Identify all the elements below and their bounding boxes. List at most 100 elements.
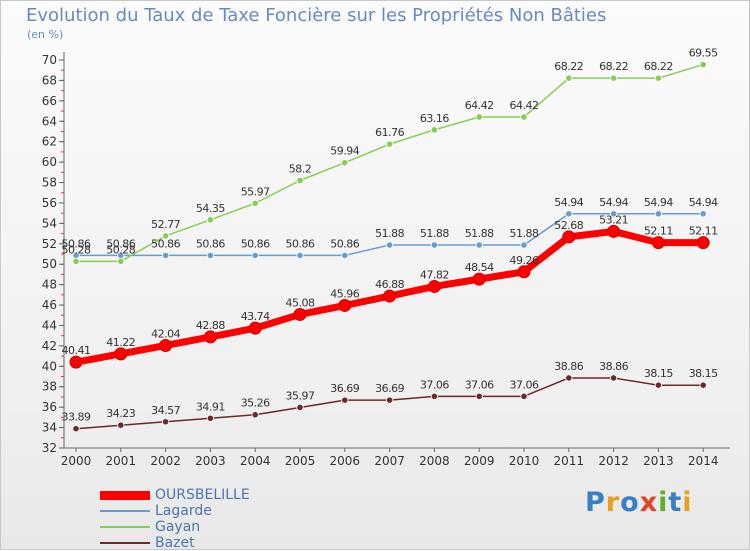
legend-label-gayan: Gayan (155, 519, 201, 535)
data-point-bazet (385, 396, 394, 404)
data-point-oursbelille (69, 355, 83, 369)
y-tick-label: 38 (42, 380, 57, 394)
data-label-oursbelille: 45.96 (330, 287, 359, 300)
proxiti-logo: Proxiti (585, 487, 693, 518)
data-point-bazet (430, 392, 438, 400)
x-tick-label: 2011 (554, 454, 585, 468)
data-point-lagarde (699, 210, 707, 218)
data-label-gayan: 59.94 (330, 145, 359, 158)
data-point-gayan (699, 60, 707, 69)
data-point-oursbelille (517, 265, 531, 279)
data-label-bazet: 33.89 (62, 411, 91, 424)
logo-letter: i (682, 487, 693, 518)
data-point-oursbelille (338, 298, 352, 312)
data-point-gayan (341, 159, 349, 167)
y-tick-label: 52 (42, 237, 57, 251)
data-label-lagarde: 50.86 (241, 237, 270, 250)
data-point-gayan (72, 257, 80, 265)
x-tick-label: 2006 (330, 454, 361, 468)
x-tick-label: 2014 (688, 454, 719, 468)
legend-label-lagarde: Lagarde (155, 503, 212, 519)
data-point-gayan (430, 126, 438, 134)
data-label-gayan: 58.2 (289, 162, 312, 175)
data-point-bazet (565, 374, 573, 382)
data-point-lagarde (341, 251, 349, 260)
legend-item-gayan: Gayan (100, 519, 250, 535)
legend-label-oursbelille: OURSBELILLE (155, 487, 250, 503)
data-point-bazet (520, 392, 528, 400)
data-label-oursbelille: 42.88 (196, 319, 225, 332)
data-point-oursbelille (203, 330, 217, 344)
data-point-bazet (251, 411, 259, 419)
data-point-gayan (609, 74, 618, 82)
data-point-gayan (206, 216, 214, 224)
data-point-gayan (251, 199, 259, 207)
y-tick-label: 58 (42, 176, 57, 190)
data-point-bazet (206, 414, 214, 422)
data-point-bazet (296, 403, 304, 412)
data-label-bazet: 36.69 (375, 382, 404, 395)
data-label-bazet: 35.97 (286, 389, 315, 402)
data-point-oursbelille (159, 338, 173, 352)
data-label-bazet: 37.06 (465, 378, 494, 391)
data-point-lagarde (565, 210, 573, 218)
y-tick-label: 70 (42, 53, 57, 67)
data-point-gayan (654, 74, 663, 82)
data-label-oursbelille: 40.41 (62, 344, 91, 357)
data-label-oursbelille: 46.88 (375, 278, 404, 291)
data-point-gayan (162, 232, 170, 240)
data-point-oursbelille (562, 230, 576, 244)
y-tick-label: 44 (42, 318, 57, 332)
chart-title: Evolution du Taux de Taxe Foncière sur l… (26, 5, 607, 26)
legend: OURSBELILLE Lagarde Gayan Bazet (100, 487, 250, 551)
x-tick-label: 2009 (464, 454, 495, 468)
data-point-bazet (654, 381, 663, 389)
legend-item-oursbelille: OURSBELILLE (100, 487, 250, 503)
data-point-lagarde (162, 251, 170, 260)
data-label-bazet: 38.15 (689, 367, 718, 380)
data-point-bazet (117, 421, 125, 429)
x-tick-label: 2012 (598, 454, 629, 468)
data-label-bazet: 34.23 (106, 407, 135, 420)
data-label-gayan: 68.22 (644, 60, 673, 73)
data-point-bazet (475, 392, 483, 400)
data-point-gayan (565, 74, 573, 82)
y-tick-label: 68 (42, 73, 57, 87)
data-label-gayan: 50.28 (106, 243, 135, 256)
data-label-oursbelille: 52.11 (644, 225, 673, 238)
data-label-lagarde: 54.94 (644, 196, 673, 209)
logo-letter: o (620, 487, 640, 518)
legend-swatch-oursbelille (100, 490, 150, 500)
logo-letter: i (658, 487, 669, 518)
data-point-lagarde (430, 241, 438, 249)
data-point-oursbelille (472, 272, 486, 286)
y-tick-label: 34 (42, 421, 57, 435)
x-tick-label: 2005 (285, 454, 316, 468)
y-tick-label: 32 (42, 441, 57, 455)
data-label-oursbelille: 47.82 (420, 268, 449, 281)
y-tick-label: 54 (42, 216, 57, 230)
data-point-lagarde (475, 241, 483, 249)
data-label-bazet: 34.91 (196, 400, 225, 413)
unit-label: (en %) (27, 28, 64, 41)
data-point-bazet (609, 374, 618, 382)
x-tick-label: 2008 (419, 454, 450, 468)
y-tick-label: 46 (42, 298, 57, 312)
data-point-oursbelille (383, 289, 397, 303)
data-label-lagarde: 51.88 (510, 227, 539, 240)
x-tick-label: 2010 (509, 454, 540, 468)
data-label-lagarde: 50.86 (330, 237, 359, 250)
data-label-gayan: 68.22 (599, 60, 628, 73)
y-tick-label: 36 (42, 400, 57, 414)
data-label-bazet: 38.86 (554, 360, 583, 373)
data-label-lagarde: 51.88 (420, 227, 449, 240)
data-label-lagarde: 54.94 (599, 196, 628, 209)
x-tick-label: 2013 (643, 454, 674, 468)
data-label-gayan: 64.42 (465, 99, 494, 112)
data-point-gayan (385, 140, 394, 148)
data-label-gayan: 55.97 (241, 185, 270, 198)
data-point-oursbelille (427, 279, 441, 293)
y-tick-label: 48 (42, 278, 57, 292)
